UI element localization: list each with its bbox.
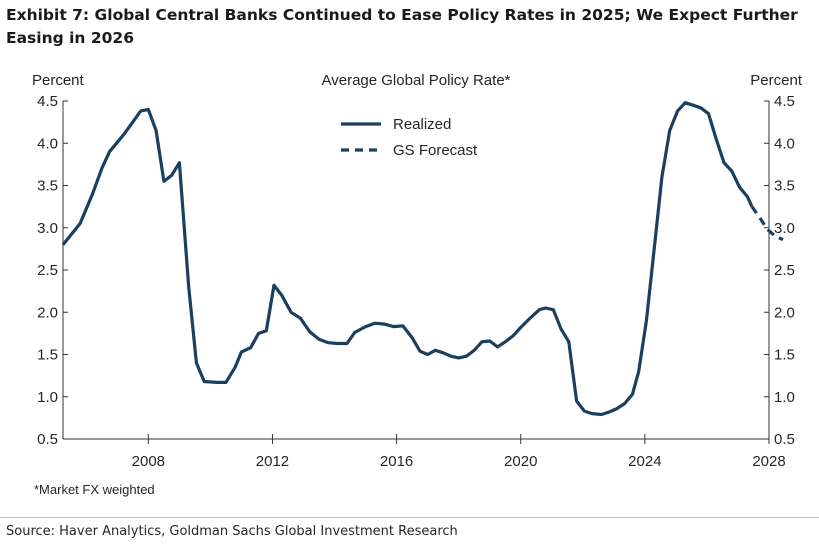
x-tick-label: 2020 [504,453,537,470]
chart-footnote: *Market FX weighted [34,482,155,497]
chart-series [61,101,784,417]
x-tick-label: 2028 [752,453,785,470]
legend-label-gs-forecast: GS Forecast [393,142,478,159]
x-tick-label: 2008 [132,453,165,470]
y-tick-label-right: 1.5 [774,347,795,364]
x-tick-label: 2024 [628,453,661,470]
chart-ticks: 0.5 0.5 1.0 1.0 1.5 1.5 2.0 2.0 2.5 2.5 3.0 3.0 3.5 3… [37,93,795,470]
y-tick-label-left: 4.5 [37,93,58,110]
y-tick-label-right: 2.5 [774,262,795,279]
legend-label-realized: Realized [393,116,451,133]
y-tick-label-left: 2.5 [37,262,58,279]
x-tick-label: 2016 [380,453,413,470]
y-tick-label-left: 1.5 [37,347,58,364]
divider [0,517,819,518]
chart-legend: Realized GS Forecast [341,116,478,159]
y-tick-label-right: 1.0 [774,389,795,406]
y-axis-label-left: Percent [32,72,85,89]
y-tick-label-left: 2.0 [37,304,58,321]
y-tick-label-right: 4.5 [774,93,795,110]
source-line: Source: Haver Analytics, Goldman Sachs G… [6,524,458,539]
y-tick-label-left: 1.0 [37,389,58,406]
x-tick-label: 2012 [256,453,289,470]
y-tick-label-left: 0.5 [37,431,58,448]
y-tick-label-right: 3.5 [774,178,795,195]
y-tick-label-right: 2.0 [774,304,795,321]
y-tick-label-right: 0.5 [774,431,795,448]
y-tick-label-left: 3.5 [37,178,58,195]
series-line-realized [61,101,754,417]
y-tick-label-left: 4.0 [37,135,58,152]
exhibit-title: Exhibit 7: Global Central Banks Continue… [6,6,798,47]
y-tick-label-right: 3.0 [774,220,795,237]
y-tick-label-left: 3.0 [37,220,58,237]
y-axis-label-right: Percent [750,72,803,89]
chart-title: Average Global Policy Rate* [322,72,511,89]
y-tick-label-right: 4.0 [774,135,795,152]
